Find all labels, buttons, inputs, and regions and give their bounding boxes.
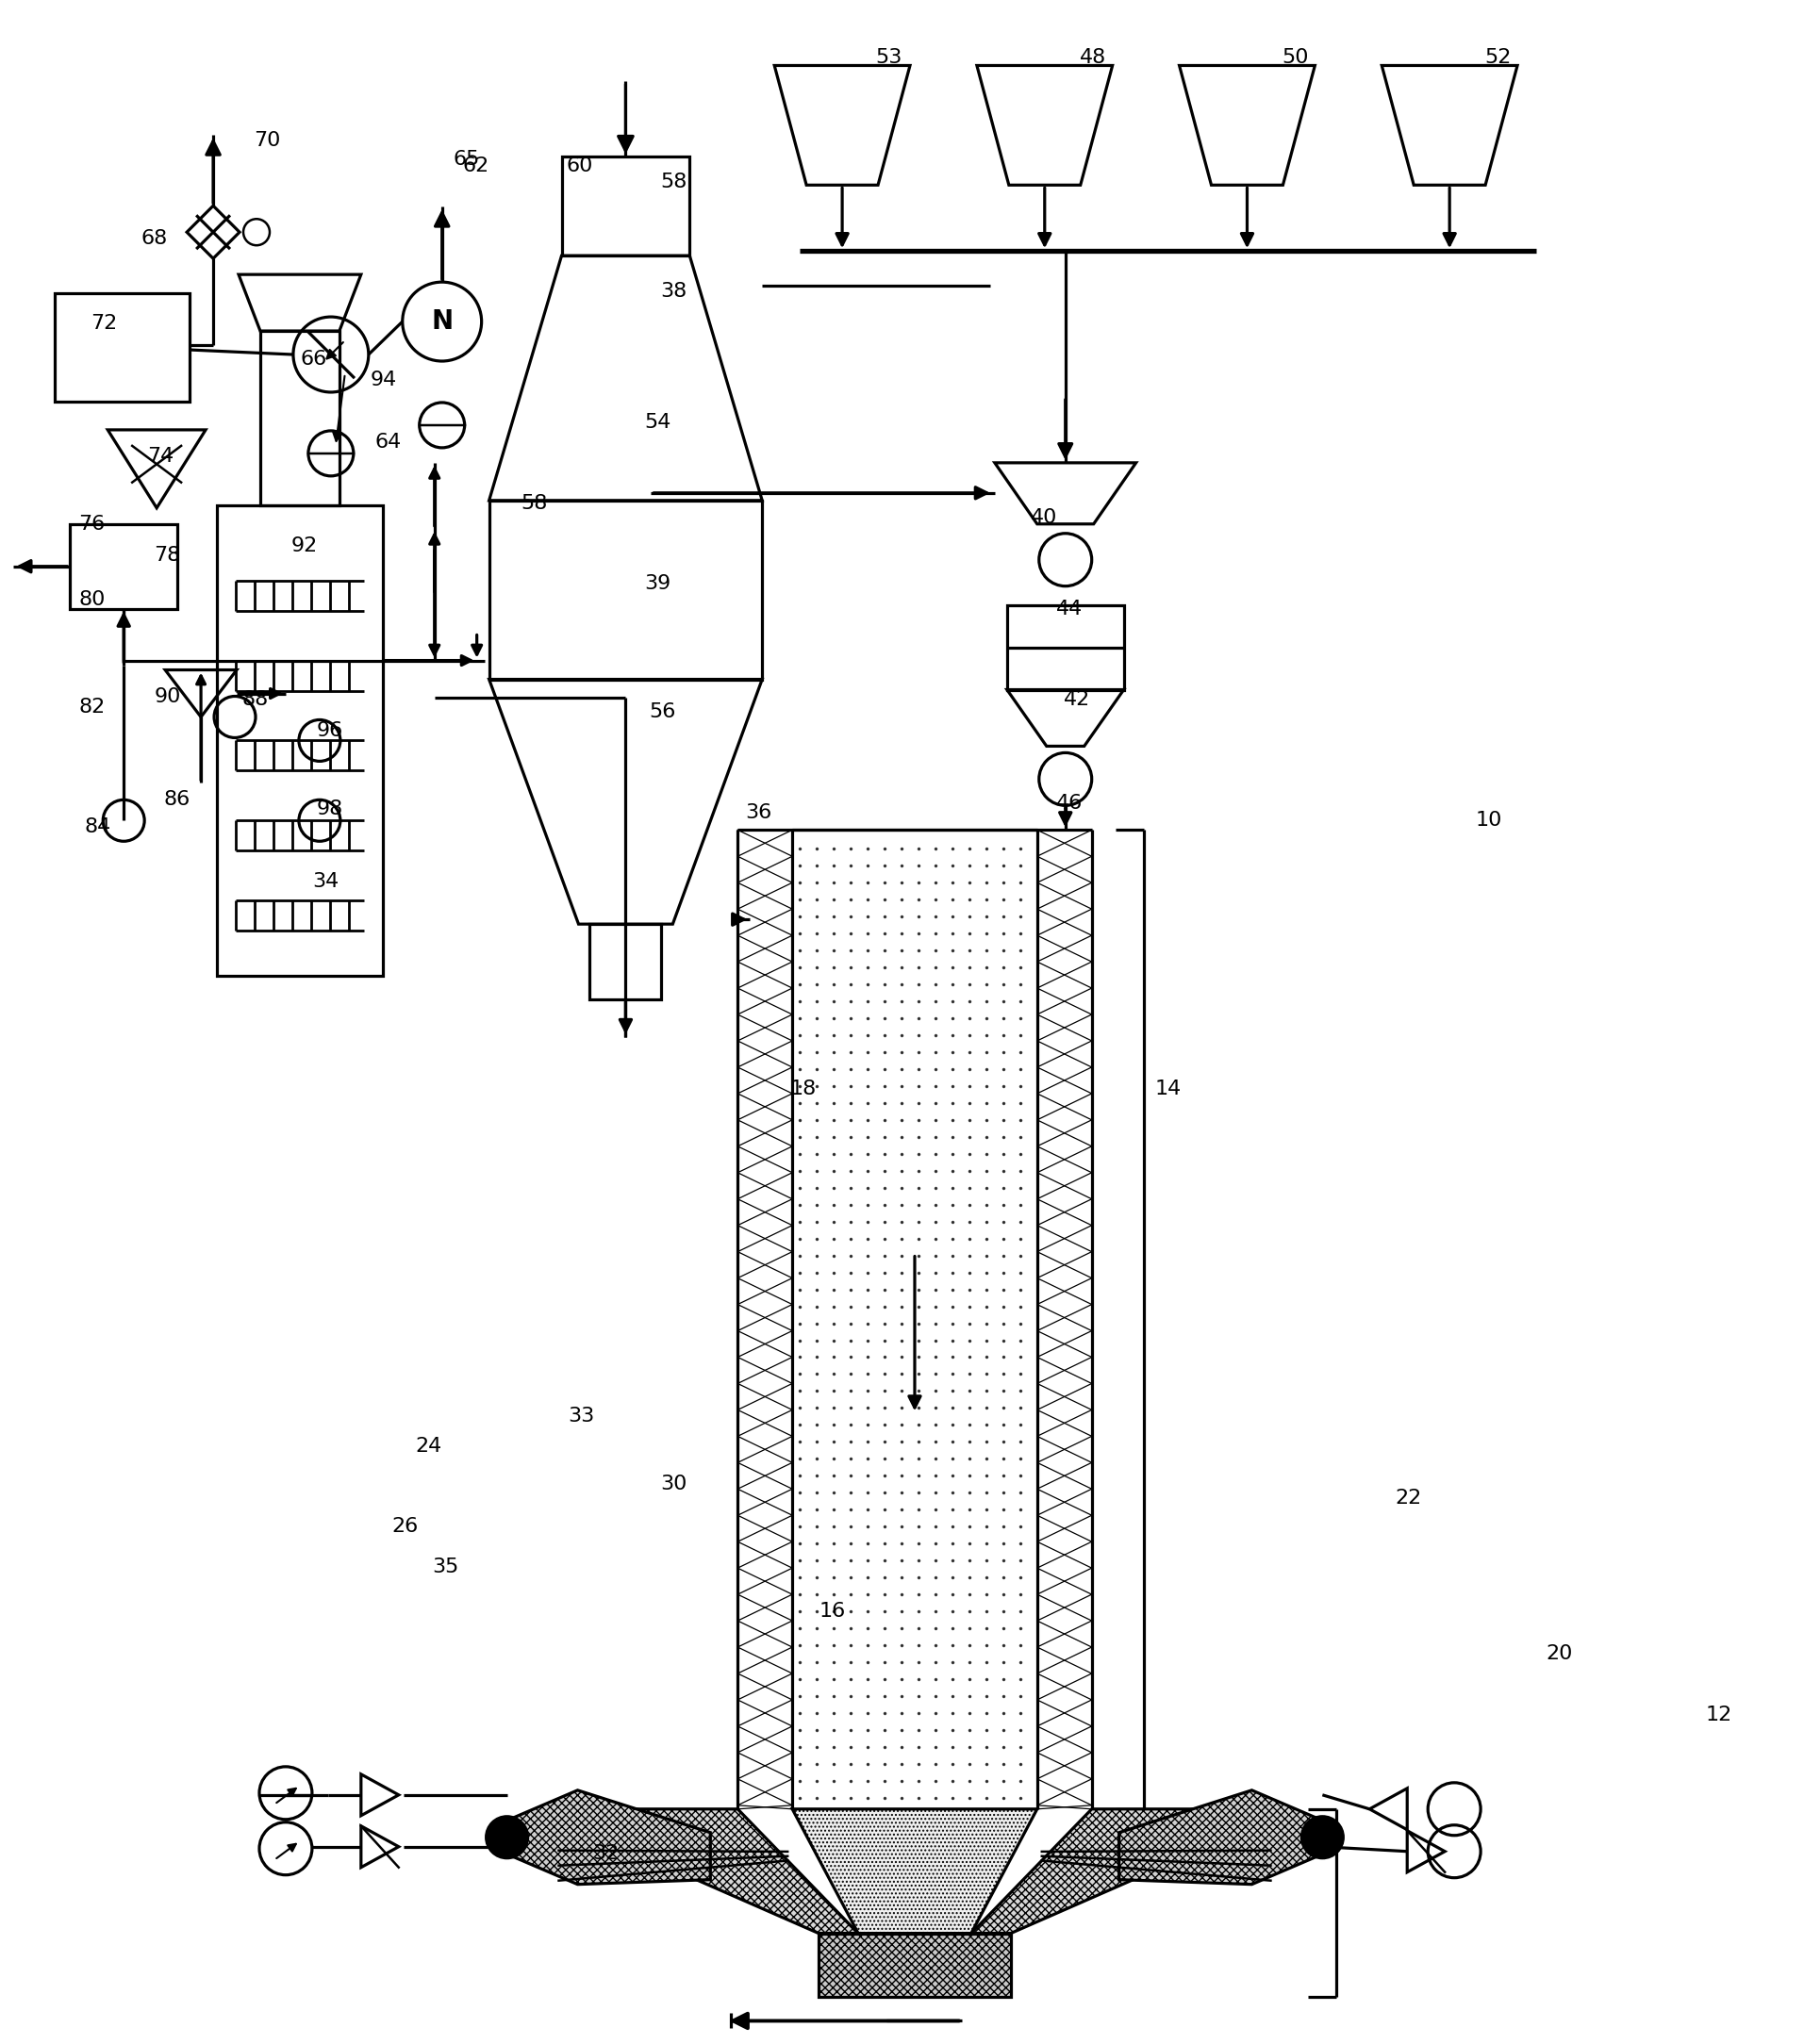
- Text: 48: 48: [1079, 49, 1106, 67]
- Text: 96: 96: [318, 722, 343, 740]
- Text: 98: 98: [318, 799, 343, 820]
- Text: 88: 88: [242, 691, 269, 709]
- Bar: [590, 924, 662, 1000]
- Text: 32: 32: [594, 1844, 619, 1862]
- Polygon shape: [536, 1809, 859, 1934]
- Text: 35: 35: [433, 1558, 460, 1576]
- Text: 58: 58: [521, 495, 548, 513]
- Bar: [489, 501, 761, 679]
- Bar: [260, 331, 339, 505]
- Circle shape: [487, 1817, 529, 1858]
- Polygon shape: [971, 1809, 1293, 1934]
- Text: 70: 70: [254, 131, 280, 151]
- Text: 44: 44: [1055, 599, 1082, 617]
- Bar: [216, 505, 382, 975]
- Text: 40: 40: [1030, 509, 1057, 527]
- Bar: [561, 157, 689, 256]
- Text: 66: 66: [301, 350, 327, 368]
- Text: 30: 30: [660, 1476, 687, 1494]
- Text: N: N: [431, 309, 453, 335]
- Text: 14: 14: [1155, 1079, 1182, 1098]
- Text: 68: 68: [141, 229, 168, 247]
- Text: 50: 50: [1283, 49, 1310, 67]
- Text: 92: 92: [290, 536, 318, 556]
- Text: 20: 20: [1546, 1643, 1573, 1664]
- Text: 10: 10: [1476, 811, 1501, 830]
- Text: 76: 76: [79, 515, 105, 533]
- Text: 64: 64: [375, 433, 402, 452]
- Text: 52: 52: [1485, 49, 1512, 67]
- Text: 90: 90: [153, 687, 180, 705]
- Bar: [70, 523, 177, 609]
- Text: 72: 72: [90, 315, 117, 333]
- Text: 34: 34: [312, 873, 339, 891]
- Text: 53: 53: [875, 49, 902, 67]
- Text: 56: 56: [649, 703, 676, 722]
- Text: 12: 12: [1707, 1705, 1732, 1725]
- Text: 24: 24: [415, 1437, 442, 1455]
- Text: 46: 46: [1055, 795, 1082, 814]
- Text: 38: 38: [660, 282, 687, 300]
- Polygon shape: [1118, 1791, 1317, 1885]
- Polygon shape: [792, 1809, 1037, 1934]
- Text: 84: 84: [85, 818, 110, 836]
- Text: 94: 94: [370, 370, 397, 388]
- Text: 36: 36: [745, 803, 772, 822]
- Text: 33: 33: [568, 1406, 595, 1427]
- Circle shape: [1302, 1817, 1344, 1858]
- Text: 42: 42: [1064, 691, 1090, 709]
- Text: 65: 65: [453, 149, 480, 170]
- Text: 82: 82: [79, 699, 105, 717]
- Text: 62: 62: [462, 157, 489, 176]
- Bar: [54, 294, 189, 401]
- Bar: [819, 1934, 1010, 1997]
- Polygon shape: [512, 1791, 711, 1885]
- Text: 78: 78: [153, 546, 180, 564]
- Text: 18: 18: [790, 1079, 815, 1098]
- Text: 22: 22: [1394, 1488, 1422, 1508]
- Text: 58: 58: [660, 174, 687, 192]
- Text: 60: 60: [566, 157, 594, 176]
- Text: 16: 16: [819, 1602, 846, 1621]
- Text: 26: 26: [391, 1517, 419, 1535]
- Text: 54: 54: [644, 413, 671, 431]
- Text: 74: 74: [148, 448, 173, 466]
- Text: 86: 86: [164, 791, 189, 809]
- Text: 80: 80: [79, 591, 105, 609]
- Text: 39: 39: [644, 574, 671, 593]
